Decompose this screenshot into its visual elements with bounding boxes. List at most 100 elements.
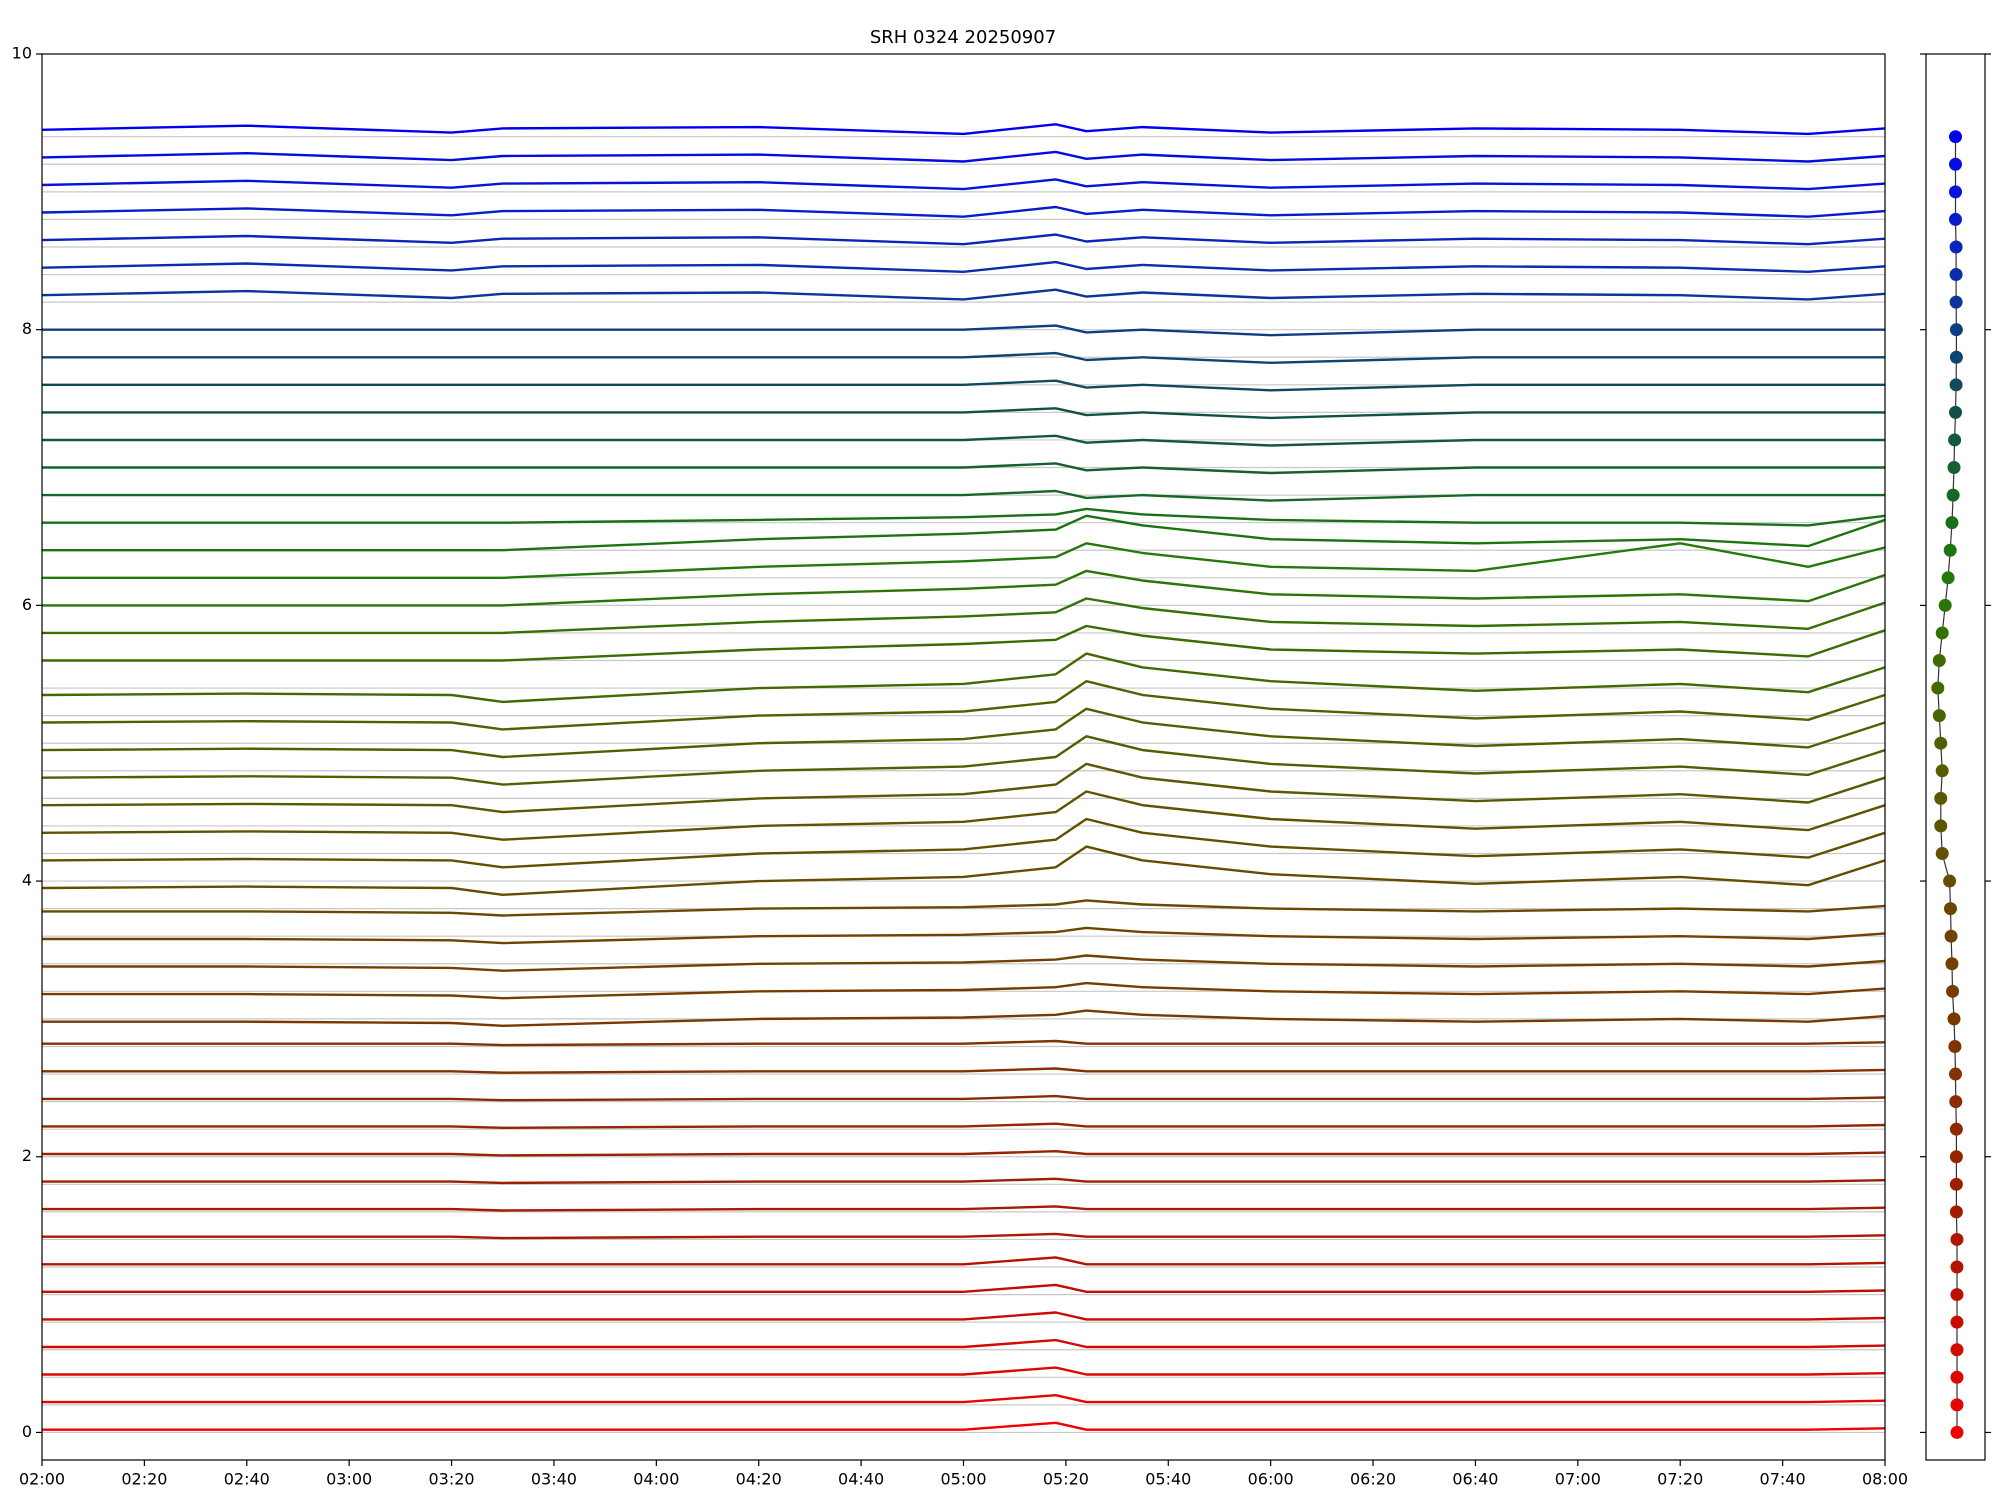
trace-line: [42, 1311, 1886, 1321]
level-dot: [1947, 461, 1961, 475]
trace-line: [41, 150, 1886, 163]
level-dot: [1935, 846, 1949, 860]
level-dot: [1949, 405, 1962, 419]
trace-line: [42, 324, 1885, 337]
level-dot: [1949, 1067, 1962, 1081]
trace-line: [42, 542, 1886, 579]
trace-line: [41, 652, 1886, 704]
side-frame: [1925, 53, 1986, 1461]
level-dot: [1950, 1425, 1964, 1439]
x-tick-label: 04:20: [736, 1470, 782, 1489]
level-dot: [1949, 1122, 1963, 1136]
level-dot: [1932, 709, 1946, 723]
level-dot: [1946, 488, 1960, 502]
trace-line: [42, 1009, 1886, 1027]
trace-line: [42, 1150, 1886, 1157]
trace-line: [42, 434, 1885, 447]
level-dot: [1945, 516, 1959, 530]
level-dot: [1931, 681, 1945, 695]
y-tick-label: 2: [22, 1146, 32, 1165]
trace-line: [41, 790, 1886, 841]
x-tick-label: 07:40: [1760, 1470, 1806, 1489]
level-dot: [1949, 1095, 1963, 1109]
trace-line: [42, 514, 1886, 552]
level-dot: [1934, 791, 1948, 805]
x-tick-label: 06:00: [1248, 1470, 1294, 1489]
trace-line: [41, 205, 1886, 218]
x-tick-label: 02:40: [224, 1470, 270, 1489]
trace-line: [41, 233, 1886, 246]
x-tick-label: 07:20: [1657, 1470, 1703, 1489]
level-dot: [1949, 1177, 1963, 1191]
trace-line: [41, 288, 1886, 301]
level-dot: [1950, 1343, 1964, 1357]
trace-line: [42, 926, 1886, 945]
trace-line: [42, 1421, 1886, 1431]
trace-line: [41, 178, 1886, 191]
x-tick-label: 03:20: [429, 1470, 475, 1489]
x-tick-label: 03:00: [326, 1470, 372, 1489]
level-dot: [1941, 571, 1955, 585]
level-dot: [1946, 984, 1960, 998]
trace-line: [42, 462, 1885, 475]
trace-line: [42, 981, 1886, 1000]
trace-line: [42, 1177, 1886, 1185]
trace-line: [42, 507, 1886, 527]
trace-line: [42, 624, 1886, 662]
level-dot: [1950, 1232, 1964, 1246]
trace-line: [42, 1232, 1886, 1240]
trace-line: [42, 1122, 1886, 1129]
trace-line: [42, 1283, 1886, 1293]
level-dot: [1948, 1039, 1962, 1053]
level-dot: [1947, 1012, 1961, 1026]
trace-line: [42, 1039, 1886, 1047]
trace-line: [42, 1094, 1886, 1102]
level-dot: [1943, 874, 1957, 888]
level-dot: [1943, 902, 1957, 916]
chart-title: SRH 0324 20250907: [870, 27, 1056, 48]
trace-line: [42, 954, 1886, 972]
x-tick-label: 05:20: [1043, 1470, 1089, 1489]
trace-line: [42, 351, 1885, 364]
y-tick-label: 0: [22, 1422, 32, 1441]
level-dot: [1944, 929, 1958, 943]
trace-line: [41, 762, 1886, 814]
trace-line: [42, 597, 1886, 635]
level-dot: [1943, 543, 1957, 557]
trace-line: [42, 569, 1886, 607]
level-dot: [1949, 240, 1963, 254]
x-tick-label: 06:40: [1452, 1470, 1498, 1489]
level-dot: [1935, 626, 1949, 640]
x-tick-label: 02:20: [121, 1470, 167, 1489]
trace-line: [42, 407, 1885, 420]
trace-line: [42, 1205, 1886, 1212]
y-tick-label: 8: [22, 319, 32, 338]
trace-line: [41, 735, 1886, 786]
trace-line: [41, 680, 1886, 731]
level-dot: [1949, 268, 1963, 282]
level-dot: [1949, 1150, 1963, 1164]
x-tick-label: 05:40: [1145, 1470, 1191, 1489]
level-dot: [1949, 157, 1962, 171]
level-dot: [1949, 130, 1962, 144]
level-dot: [1949, 323, 1963, 337]
trace-line: [41, 123, 1886, 136]
level-dot: [1949, 295, 1963, 309]
x-tick-label: 02:00: [19, 1470, 65, 1489]
trace-line: [42, 1366, 1886, 1376]
trace-line: [42, 379, 1885, 392]
trace-line: [42, 899, 1886, 917]
level-dot: [1949, 212, 1962, 226]
trace-line: [41, 260, 1886, 273]
x-tick-label: 05:00: [940, 1470, 986, 1489]
level-dot: [1938, 598, 1952, 612]
x-tick-label: 06:20: [1350, 1470, 1396, 1489]
x-tick-label: 03:40: [531, 1470, 577, 1489]
level-dot: [1935, 764, 1949, 778]
level-dot: [1950, 1288, 1964, 1302]
level-dot: [1950, 1370, 1964, 1384]
trace-line: [41, 707, 1886, 759]
x-tick-label: 07:00: [1555, 1470, 1601, 1489]
